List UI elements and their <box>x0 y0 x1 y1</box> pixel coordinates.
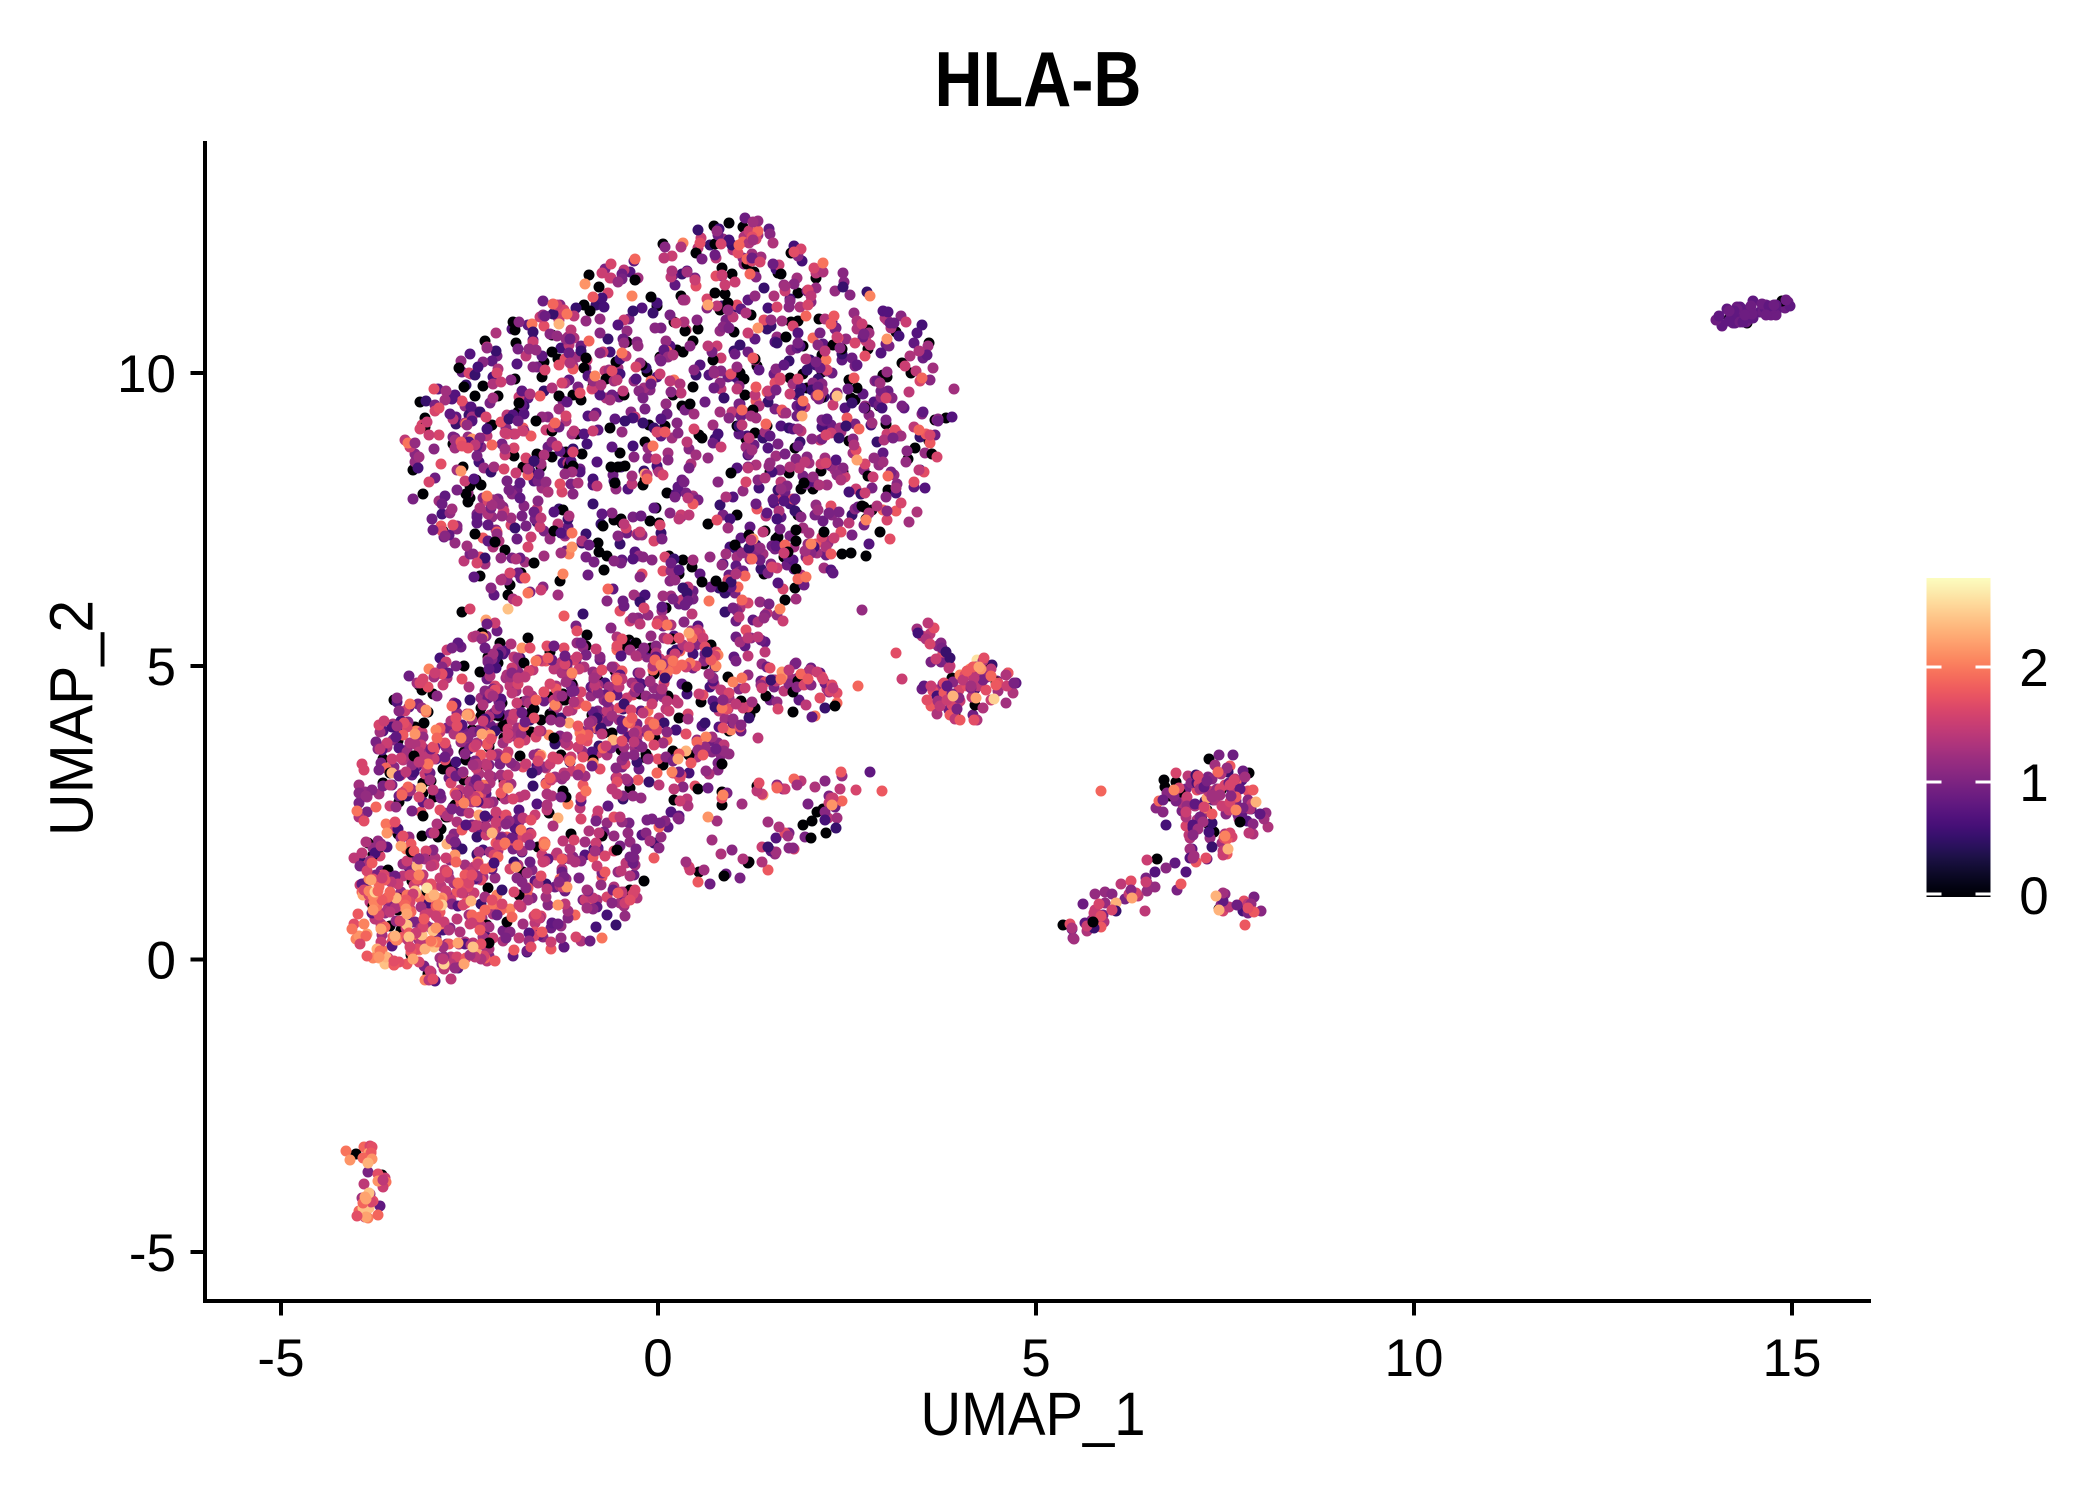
svg-text:-5: -5 <box>257 1329 304 1388</box>
svg-text:1: 1 <box>2019 754 2048 813</box>
svg-text:-5: -5 <box>129 1224 176 1283</box>
svg-text:0: 0 <box>2019 867 2048 926</box>
svg-text:5: 5 <box>1021 1329 1050 1388</box>
svg-text:2: 2 <box>2019 639 2048 698</box>
svg-text:10: 10 <box>1385 1329 1444 1388</box>
svg-text:UMAP_2: UMAP_2 <box>38 600 106 836</box>
svg-text:0: 0 <box>147 932 176 991</box>
svg-text:10: 10 <box>117 345 176 404</box>
svg-text:UMAP_1: UMAP_1 <box>921 1380 1146 1448</box>
svg-text:15: 15 <box>1763 1329 1822 1388</box>
svg-text:0: 0 <box>643 1329 672 1388</box>
svg-text:5: 5 <box>147 638 176 697</box>
svg-text:HLA-B: HLA-B <box>935 35 1142 123</box>
